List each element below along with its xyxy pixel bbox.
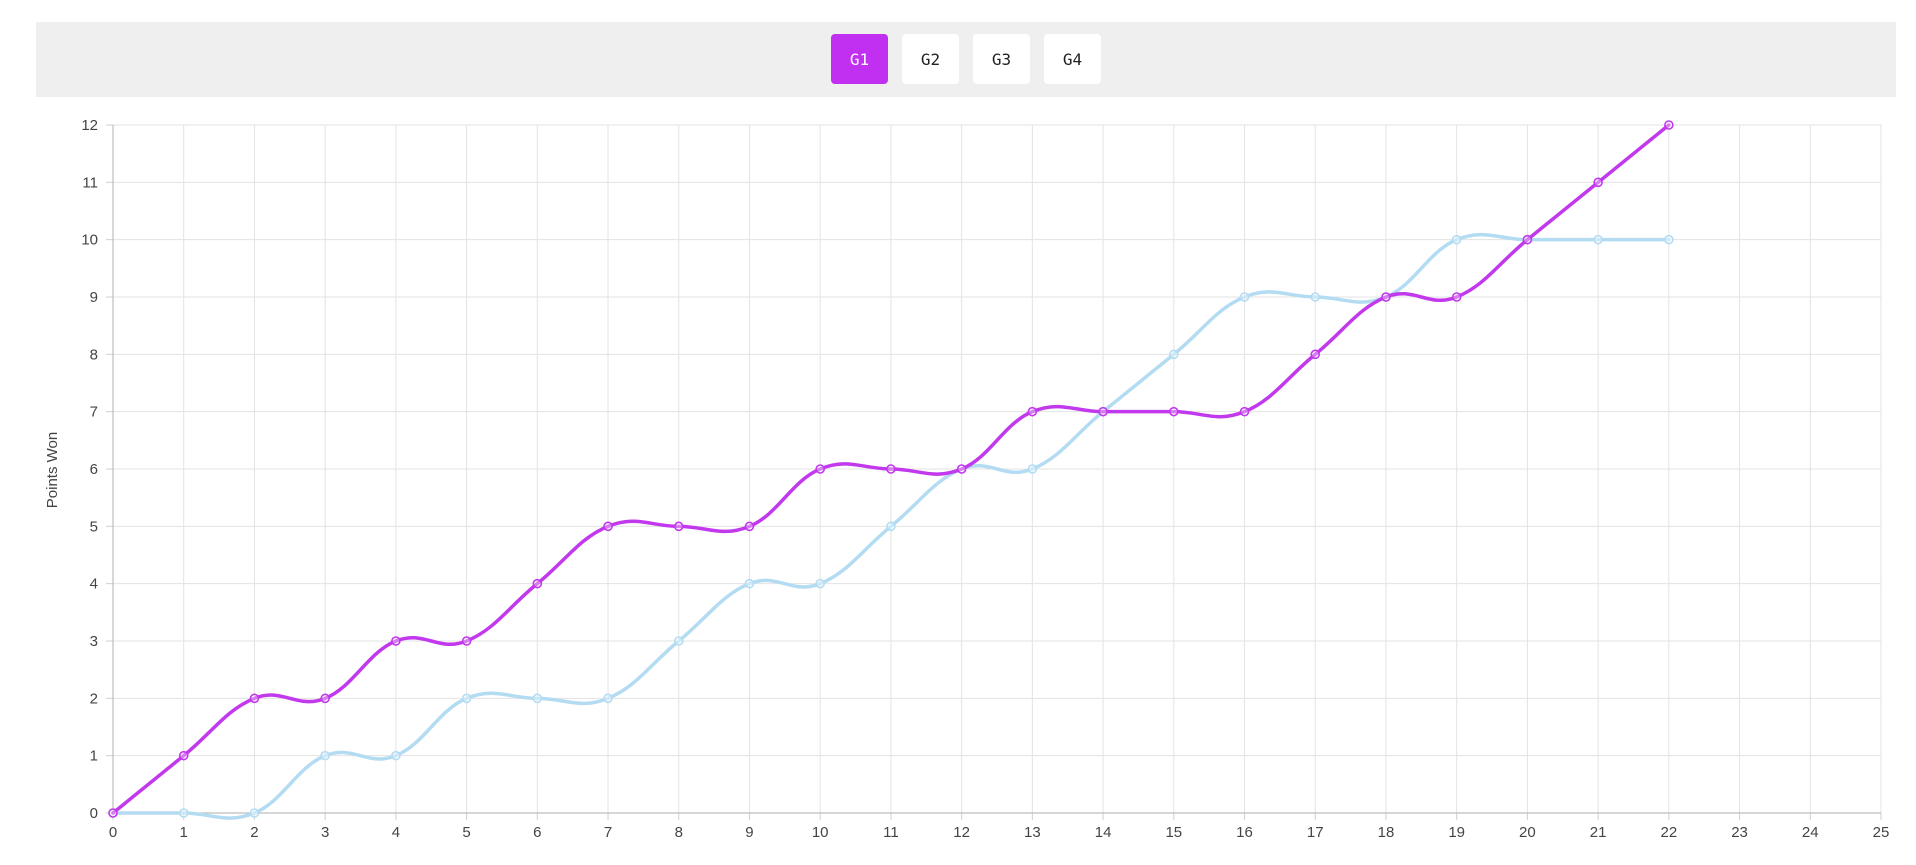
data-point: [391, 750, 401, 761]
series-line: [111, 123, 1671, 815]
data-point: [320, 693, 330, 704]
x-tick-label: 22: [1660, 824, 1677, 841]
x-tick-label: 10: [812, 824, 829, 841]
data-point: [673, 636, 684, 646]
data-point: [461, 693, 472, 704]
x-tick-label: 15: [1165, 824, 1182, 841]
series-1: [108, 232, 1674, 820]
data-point: [461, 636, 472, 646]
tab-g2[interactable]: G2: [902, 34, 959, 84]
game-tabs: G1 G2 G3 G4: [36, 34, 1896, 84]
x-tick-label: 23: [1731, 824, 1748, 841]
data-point: [1169, 406, 1179, 417]
tab-g4[interactable]: G4: [1044, 34, 1101, 84]
data-point: [815, 464, 826, 474]
series-0: [108, 120, 1674, 818]
y-tick-label: 10: [81, 232, 98, 249]
y-tick-label: 11: [82, 174, 98, 191]
y-tick-label: 9: [90, 289, 98, 306]
data-point: [1169, 349, 1179, 360]
y-tick-label: 12: [81, 117, 98, 134]
data-point: [673, 521, 684, 532]
x-tick-label: 5: [462, 824, 470, 841]
x-tick-label: 6: [533, 824, 541, 841]
x-tick-label: 19: [1448, 824, 1465, 841]
data-point: [1593, 234, 1603, 245]
y-tick-label: 5: [90, 518, 98, 535]
x-tick-label: 12: [953, 824, 970, 841]
y-tick-label: 1: [90, 748, 98, 765]
data-point: [1664, 120, 1674, 130]
data-point: [178, 808, 189, 818]
x-tick-label: 3: [321, 824, 329, 841]
data-point: [1664, 234, 1674, 245]
x-tick-label: 13: [1024, 824, 1041, 841]
y-tick-label: 6: [90, 461, 98, 478]
series-line: [111, 232, 1671, 820]
data-point: [1027, 406, 1038, 417]
data-point: [1593, 177, 1603, 188]
x-tick-label: 20: [1519, 824, 1536, 841]
data-point: [249, 693, 260, 704]
data-point: [1098, 406, 1108, 417]
data-point: [108, 808, 118, 818]
data-point: [178, 750, 189, 761]
data-point: [1310, 292, 1321, 302]
data-point: [1027, 464, 1038, 474]
tab-g1[interactable]: G1: [831, 34, 888, 84]
x-tick-label: 8: [675, 824, 683, 841]
y-tick-label: 7: [90, 404, 98, 421]
x-tick-label: 0: [109, 824, 117, 841]
data-point: [1522, 234, 1533, 245]
data-point: [1310, 349, 1321, 360]
data-point: [744, 578, 755, 589]
x-tick-label: 24: [1802, 824, 1819, 841]
x-tick-label: 14: [1095, 824, 1112, 841]
data-point: [1451, 292, 1462, 302]
data-point: [603, 693, 613, 704]
x-tick-label: 9: [745, 824, 753, 841]
x-tick-label: 2: [250, 824, 258, 841]
x-tick-label: 1: [180, 824, 188, 841]
y-tick-label: 4: [90, 576, 98, 593]
y-tick-label: 2: [90, 690, 98, 707]
data-point: [320, 750, 330, 761]
y-tick-label: 8: [90, 346, 98, 363]
data-point: [744, 521, 755, 532]
data-point: [956, 464, 967, 474]
chart-series: [108, 120, 1674, 820]
x-tick-label: 21: [1590, 824, 1607, 841]
x-tick-label: 25: [1873, 824, 1890, 841]
data-point: [603, 521, 613, 532]
data-point: [1451, 234, 1462, 245]
x-tick-label: 7: [604, 824, 612, 841]
chart-axes: 0 1 2 3 4 5 6 7 8 9 10 11 12 13 14 15 16 17 18 19 20 21 22 23 24…: [81, 117, 1889, 841]
data-point: [886, 521, 896, 532]
x-tick-label: 4: [392, 824, 400, 841]
x-tick-label: 16: [1236, 824, 1253, 841]
data-point: [886, 464, 896, 474]
x-tick-label: 11: [883, 824, 899, 841]
data-point: [391, 636, 401, 646]
x-tick-label: 17: [1307, 824, 1324, 841]
tab-g3[interactable]: G3: [973, 34, 1030, 84]
game-tab-bar: G1 G2 G3 G4: [36, 22, 1896, 97]
y-tick-label: 3: [90, 633, 98, 650]
data-point: [1239, 292, 1250, 302]
data-point: [815, 578, 826, 589]
y-axis-label: Points Won: [44, 432, 61, 508]
data-point: [1239, 406, 1250, 417]
data-point: [249, 808, 260, 818]
data-point: [532, 578, 543, 589]
x-tick-label: 18: [1378, 824, 1395, 841]
data-point: [1381, 292, 1391, 302]
y-tick-label: 0: [90, 805, 98, 822]
data-point: [532, 693, 543, 704]
